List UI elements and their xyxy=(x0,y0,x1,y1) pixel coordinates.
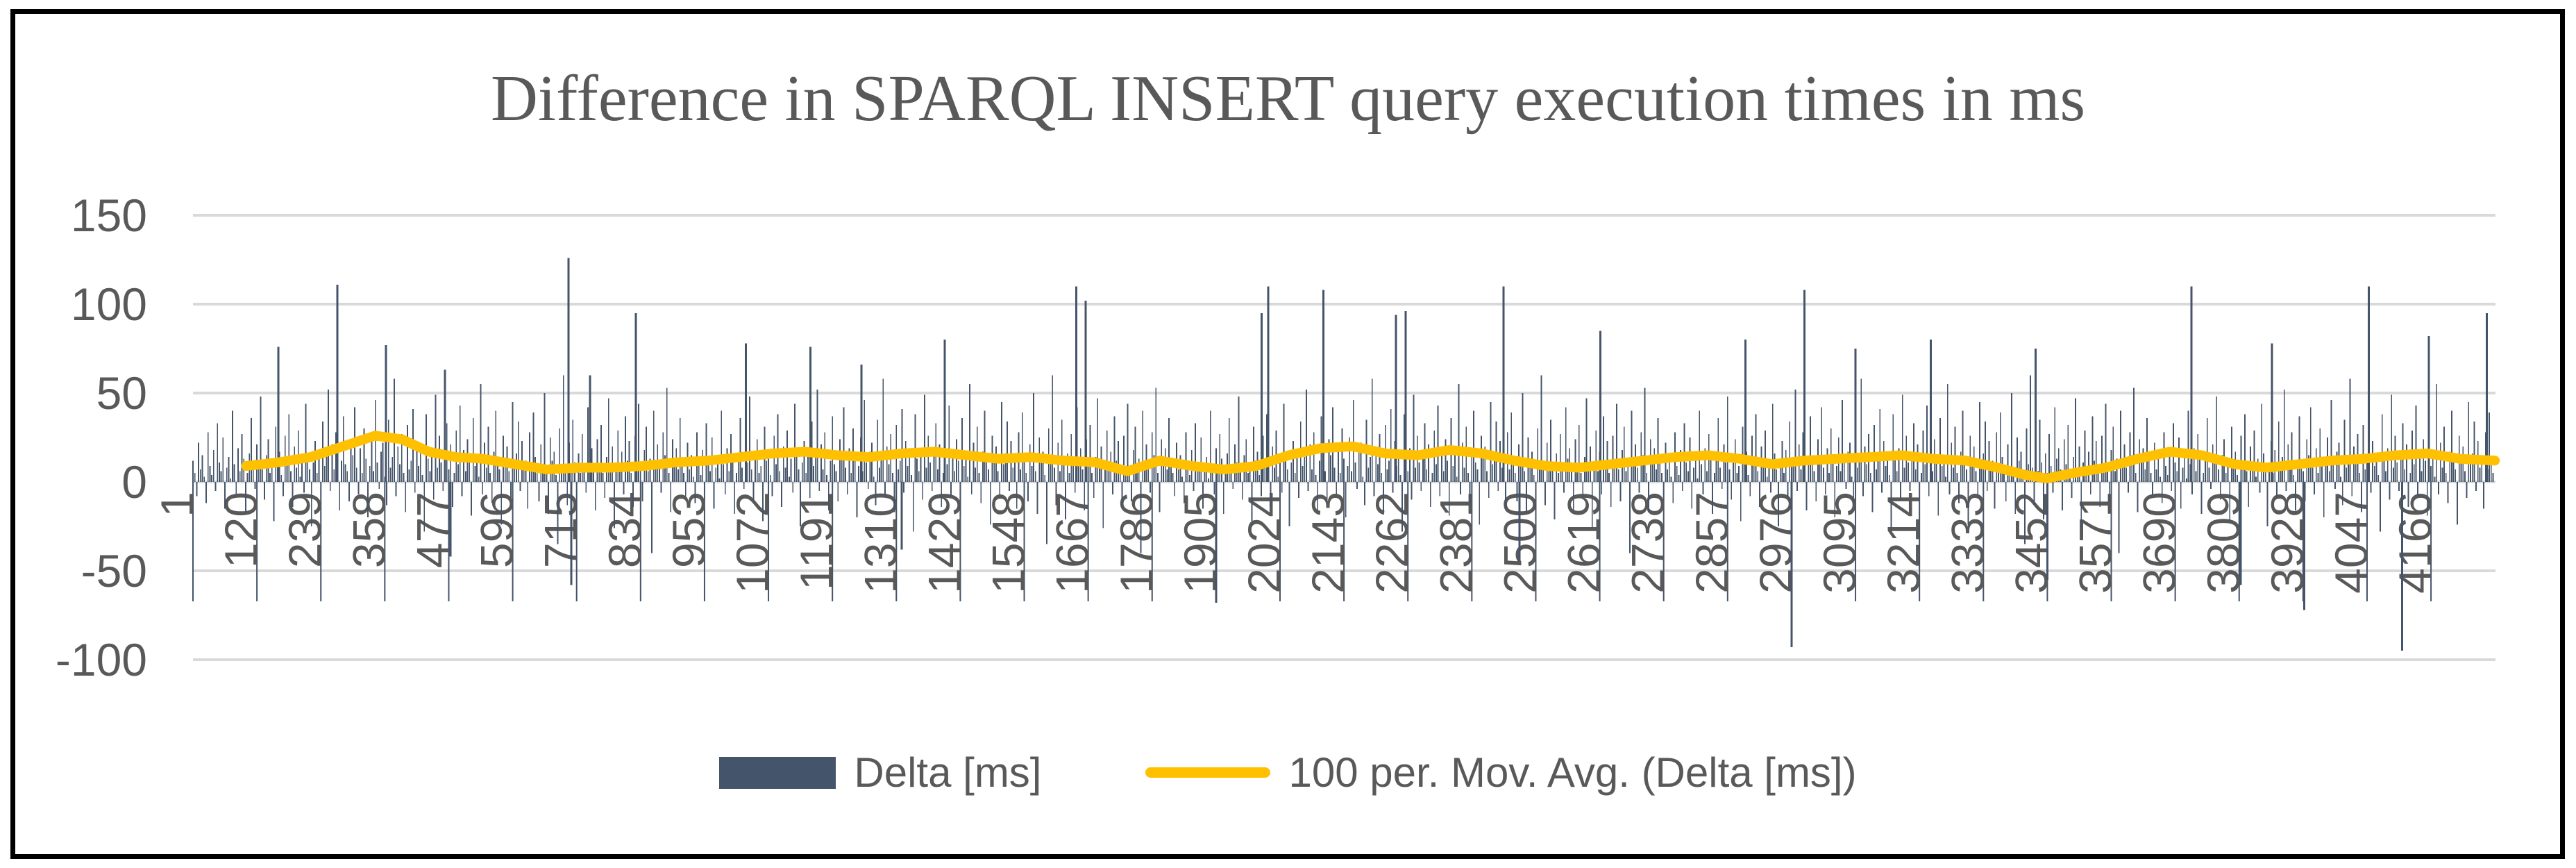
x-axis-label: 3571 xyxy=(2070,492,2121,594)
x-axis-label: 3214 xyxy=(1878,492,1929,594)
bar-outlier xyxy=(2486,312,2489,482)
moving-average-line xyxy=(241,431,2500,483)
y-axis-label: 50 xyxy=(96,367,147,419)
bar-outlier xyxy=(1518,482,1521,562)
bar-outlier xyxy=(2034,349,2037,482)
x-axis-label: 3690 xyxy=(2134,492,2185,594)
bar-outlier xyxy=(1929,340,1932,482)
bar-outlier xyxy=(567,258,570,482)
x-axis-label: 239 xyxy=(279,492,330,568)
x-axis-label: 1786 xyxy=(1111,492,1162,594)
x-axis-label: 715 xyxy=(535,492,587,568)
bar-outlier xyxy=(1599,331,1601,482)
x-axis-label: 2143 xyxy=(1302,492,1354,594)
x-axis-label: 1072 xyxy=(727,492,778,594)
bar-outlier xyxy=(2239,482,2242,585)
chart-title: Difference in SPARQL INSERT query execut… xyxy=(490,62,2086,135)
x-axis-label: 4166 xyxy=(2389,492,2441,594)
legend-item-delta: Delta [ms] xyxy=(719,749,1041,796)
bar-outlier xyxy=(943,340,946,482)
bar-outlier xyxy=(2400,482,2403,651)
bar-outlier xyxy=(449,482,452,557)
bar-outlier xyxy=(444,369,446,482)
chart-border xyxy=(10,9,2565,859)
bar-outlier xyxy=(1395,315,1397,482)
bar-outlier xyxy=(1744,340,1746,482)
x-axis-label: 3095 xyxy=(1814,492,1865,594)
bar-outlier xyxy=(277,347,280,482)
x-axis-label: 3333 xyxy=(1942,492,1993,594)
bar-outlier xyxy=(385,344,387,482)
bar-outlier xyxy=(570,482,573,585)
legend-label-delta: Delta [ms] xyxy=(854,749,1042,796)
bar-outlier xyxy=(745,343,747,482)
x-axis-label: 2857 xyxy=(1686,492,1737,594)
x-axis-label: 1667 xyxy=(1047,492,1098,594)
legend-label-moving-avg: 100 per. Mov. Avg. (Delta [ms]) xyxy=(1288,749,1857,796)
legend: Delta [ms] 100 per. Mov. Avg. (Delta [ms… xyxy=(0,749,2576,796)
bar-outlier xyxy=(1790,482,1793,648)
bar-outlier xyxy=(1215,482,1218,603)
bar-outlier xyxy=(1322,290,1325,482)
x-axis-label: 1548 xyxy=(983,492,1034,594)
bar-outlier xyxy=(2367,286,2370,482)
x-axis-label: 953 xyxy=(663,492,714,568)
x-axis-label: 2976 xyxy=(1750,492,1801,594)
x-axis-label: 3452 xyxy=(2005,492,2057,594)
y-axis-label: -50 xyxy=(81,545,147,596)
bar-outlier xyxy=(1267,286,1270,482)
x-axis-label: 1310 xyxy=(855,492,906,594)
bar-outlier xyxy=(589,375,591,482)
bar-outlier xyxy=(2303,482,2305,610)
x-axis-label: 1905 xyxy=(1175,492,1226,594)
bar-outlier xyxy=(1075,286,1078,482)
bar-outlier xyxy=(336,284,339,482)
bar-outlier xyxy=(860,365,863,482)
bar-outlier xyxy=(1854,349,1857,482)
bar-outlier xyxy=(2190,286,2193,482)
moving-avg-line-swatch-icon xyxy=(1145,767,1271,778)
bar-outlier xyxy=(2271,343,2273,482)
x-axis-label: 358 xyxy=(343,492,394,568)
y-axis-label: 150 xyxy=(71,190,147,241)
x-axis-label: 596 xyxy=(471,492,523,568)
bar-outlier xyxy=(1084,300,1087,482)
bar-outlier xyxy=(1803,290,1805,482)
bar-outlier xyxy=(809,347,811,482)
y-axis-label: 0 xyxy=(121,456,147,508)
bar-outlier xyxy=(1261,312,1263,482)
legend-item-moving-avg: 100 per. Mov. Avg. (Delta [ms]) xyxy=(1145,749,1857,796)
bar-outlier xyxy=(2427,336,2430,482)
bar-outlier xyxy=(1502,286,1505,482)
x-axis-label: 2024 xyxy=(1238,492,1290,594)
x-axis-label: 834 xyxy=(599,492,650,568)
x-axis-label: 2262 xyxy=(1366,492,1417,594)
x-axis-label: 2619 xyxy=(1558,492,1610,594)
bar-outlier xyxy=(1404,311,1407,482)
x-axis-label: 1429 xyxy=(918,492,970,594)
delta-bar-swatch-icon xyxy=(719,756,836,789)
x-axis-label: 1191 xyxy=(791,492,842,590)
y-axis-label: 100 xyxy=(71,278,147,330)
x-axis-label: 2381 xyxy=(1430,492,1481,594)
x-axis-label: 2738 xyxy=(1622,492,1674,594)
x-axis-label: 120 xyxy=(215,492,267,568)
bar-outlier xyxy=(900,482,903,550)
bar-outlier xyxy=(634,312,637,482)
bar-outlier xyxy=(2046,482,2048,580)
x-axis-label: 4047 xyxy=(2325,492,2377,594)
y-axis-label: -100 xyxy=(56,634,147,685)
x-axis-label: 1 xyxy=(151,492,203,517)
